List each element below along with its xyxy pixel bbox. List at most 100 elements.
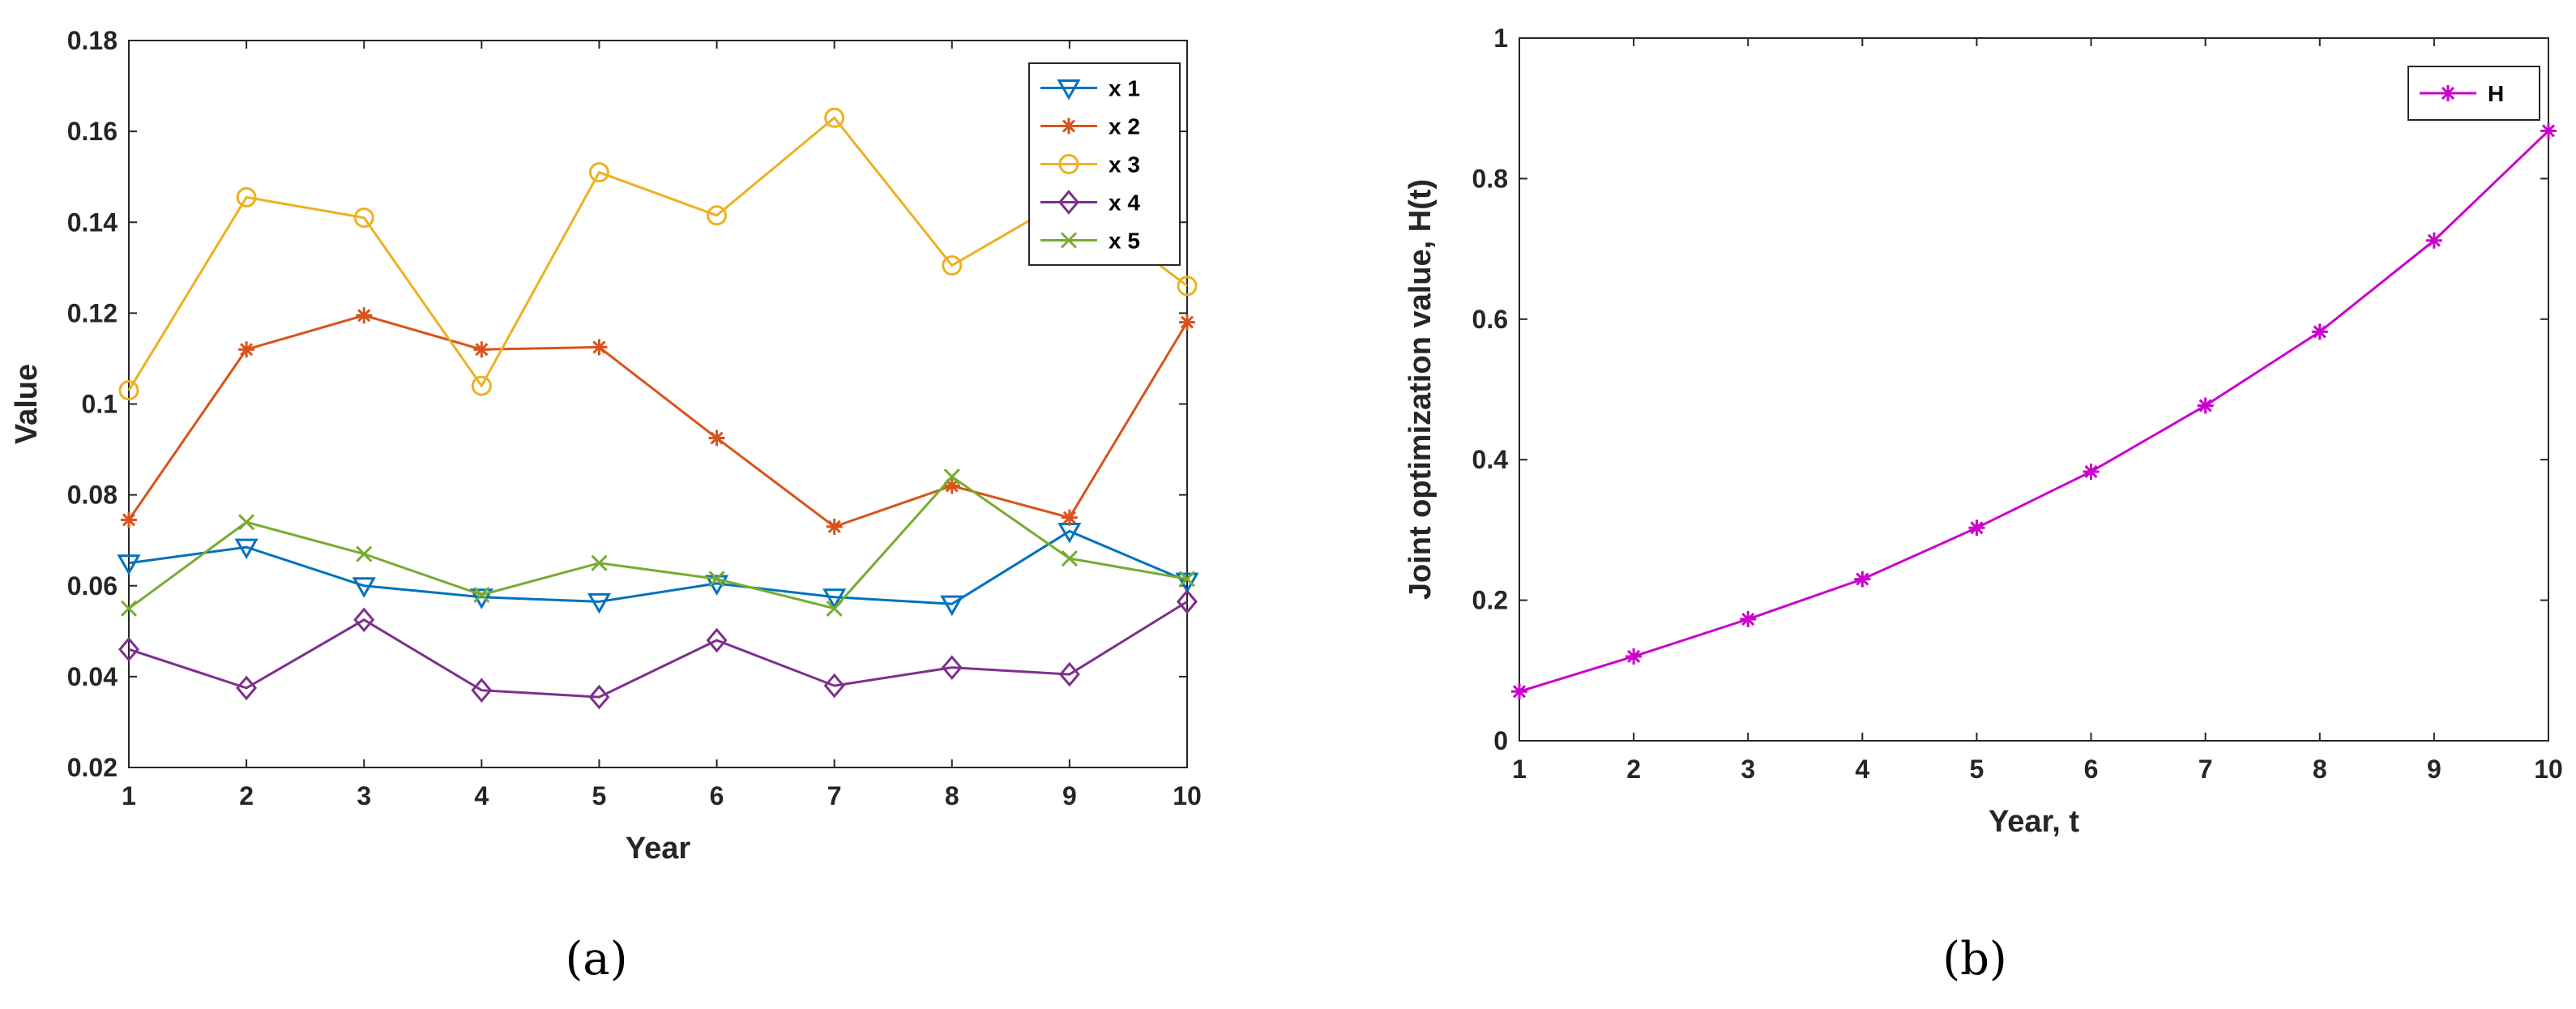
data-point	[471, 375, 492, 396]
data-point	[588, 684, 610, 710]
data-point	[352, 577, 376, 598]
y-tick-label: 1	[1493, 24, 1508, 53]
data-point	[1061, 550, 1078, 567]
legend-marker	[1061, 118, 1077, 135]
data-point	[823, 673, 845, 699]
data-point	[353, 607, 375, 633]
data-point	[826, 600, 843, 617]
data-point	[117, 554, 141, 575]
x-tick-label: 5	[1970, 755, 1984, 784]
x-tick-label: 9	[1062, 781, 1077, 810]
series-line	[128, 529, 1188, 605]
x-tick-label: 9	[2427, 755, 2441, 784]
x-tick-label: 7	[2198, 755, 2213, 784]
y-tick-label: 0.16	[67, 117, 117, 146]
legend-marker	[1058, 154, 1079, 174]
data-point	[941, 655, 963, 680]
x-tick-label: 6	[710, 781, 724, 810]
data-point	[587, 592, 612, 614]
chart-panel-a: 1 2 3 4 5 6 7 8 9 10 0.02 0.04 0.06 0.08 0.1 0.12 0.14 0.…	[10, 26, 1202, 985]
y-tick-label: 0.8	[1472, 164, 1508, 193]
data-point	[238, 514, 255, 531]
plot-area	[128, 40, 1188, 768]
series-line	[128, 601, 1188, 699]
panel-caption: (a)	[565, 933, 627, 985]
data-point	[707, 205, 728, 226]
x-tick-label: 1	[1512, 755, 1527, 784]
data-point	[121, 511, 137, 528]
x-tick-label: 2	[239, 781, 254, 810]
x-axis-label: Year	[626, 832, 691, 866]
data-point	[1061, 509, 1078, 526]
legend-entry-label: H	[2488, 81, 2504, 106]
data-point	[118, 636, 139, 662]
data-point	[708, 430, 725, 447]
y-axis-label: Joint optimization value, H(t)	[1403, 179, 1438, 600]
x-tick-label: 1	[122, 781, 136, 810]
data-point	[1511, 683, 1527, 700]
data-point	[591, 554, 608, 571]
legend-marker	[1060, 232, 1078, 249]
data-point	[588, 162, 609, 183]
y-tick-label: 0.06	[67, 571, 117, 601]
data-point	[2540, 122, 2557, 139]
x-tick-label: 10	[1173, 781, 1202, 810]
y-tick-label: 0.12	[67, 298, 117, 327]
data-point	[473, 341, 490, 358]
panel-caption: (b)	[1942, 933, 2007, 985]
data-point	[236, 675, 258, 701]
x-tick-label: 8	[945, 781, 959, 810]
series-H	[1511, 122, 2557, 700]
data-point	[708, 571, 725, 588]
data-point	[473, 586, 490, 604]
y-tick-label: 0.14	[67, 207, 117, 237]
data-point	[1178, 571, 1196, 588]
data-point	[1968, 519, 1985, 537]
legend-marker	[2440, 85, 2456, 101]
y-tick-label: 0.02	[67, 753, 117, 782]
legend-entry-label: x 2	[1109, 114, 1140, 139]
data-point	[1854, 571, 1871, 588]
y-tick-label: 0.4	[1472, 445, 1509, 474]
data-point	[942, 255, 963, 276]
x-tick-label: 10	[2534, 755, 2563, 784]
y-tick-label: 0.08	[67, 481, 117, 510]
legend-entry-label: x 4	[1109, 190, 1140, 216]
y-tick-label: 0.1	[82, 390, 117, 419]
data-point	[1177, 589, 1198, 614]
y-tick-label: 0.2	[1472, 586, 1508, 615]
data-point	[940, 595, 964, 617]
data-point	[1058, 661, 1080, 687]
data-point	[822, 588, 847, 609]
data-point	[236, 186, 257, 207]
y-tick-label: 0.6	[1472, 305, 1508, 334]
data-point	[943, 468, 960, 485]
series-line	[127, 314, 1189, 528]
legend-marker	[1057, 79, 1081, 100]
x-tick-label: 2	[1626, 755, 1641, 784]
y-tick-label: 0.18	[67, 26, 117, 55]
legend-entry-label: x 5	[1109, 229, 1140, 254]
x-tick-label: 3	[357, 781, 371, 810]
series-x-4	[118, 589, 1198, 710]
data-point	[471, 678, 493, 703]
series-x-2	[121, 307, 1195, 535]
data-point	[943, 477, 960, 494]
x-tick-label: 4	[1855, 755, 1869, 784]
x-tick-label: 7	[827, 781, 842, 810]
chart-panel-b: 1 2 3 4 5 6 7 8 9 10 0 0.2 0.4 0.6 0.8 1 Year, t Joint op…	[1403, 24, 2563, 985]
data-point	[234, 538, 258, 560]
data-point	[706, 627, 728, 653]
data-point	[2311, 323, 2328, 340]
plot-area	[1519, 37, 2549, 742]
legend-entry-label: x 3	[1109, 152, 1140, 177]
x-tick-label: 6	[2084, 755, 2099, 784]
data-point	[1740, 611, 1757, 628]
data-point	[120, 600, 138, 617]
legend-entry-label: x 1	[1109, 76, 1140, 101]
data-point	[238, 341, 255, 358]
data-point	[591, 339, 608, 356]
data-point	[1179, 314, 1195, 331]
data-point	[356, 307, 373, 324]
